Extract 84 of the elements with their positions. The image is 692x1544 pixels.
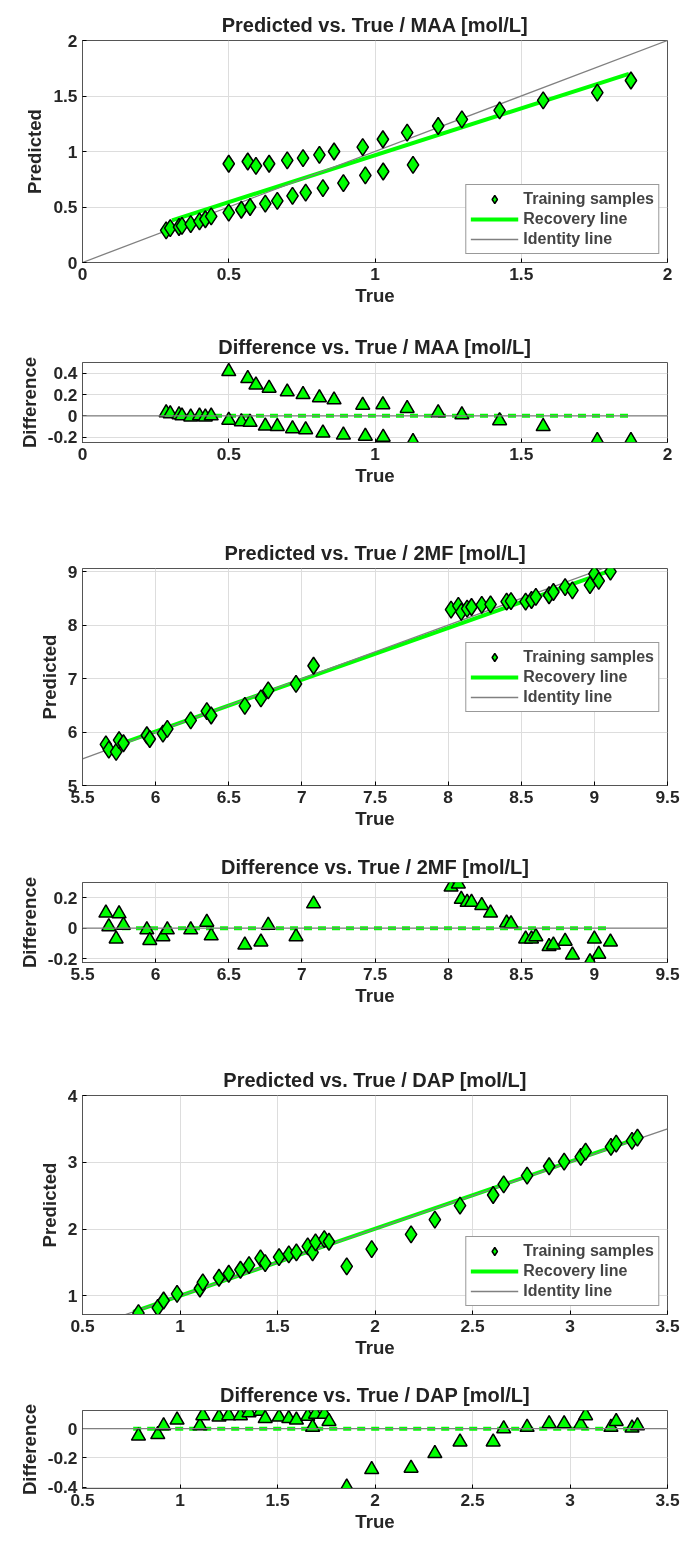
- y-axis-title: Predicted: [24, 108, 46, 195]
- y-tick-label: -0.2: [47, 1447, 78, 1468]
- legend-label: Identity line: [523, 230, 613, 248]
- x-tick-label: 8.5: [509, 786, 534, 807]
- x-tick-label: 6: [150, 963, 161, 984]
- x-tick-label: 9: [589, 786, 600, 807]
- x-tick-label: 3: [565, 1489, 576, 1510]
- y-axis-title: Difference: [18, 356, 40, 449]
- y-tick-label: 4: [67, 1085, 78, 1106]
- chart-title: Predicted vs. True / MAA [mol/L]: [221, 13, 528, 36]
- legend-label: Identity line: [523, 687, 613, 706]
- legend-label: Recovery line: [523, 210, 628, 228]
- x-tick-label: 2: [662, 443, 673, 464]
- y-axis-title: Predicted: [38, 634, 60, 720]
- x-tick-label: 0.5: [216, 263, 242, 284]
- y-axis-title: Difference: [18, 876, 40, 969]
- legend-label: Recovery line: [523, 1262, 628, 1280]
- x-tick-label: 6: [150, 786, 161, 807]
- chart-title: Predicted vs. True / DAP [mol/L]: [223, 1068, 527, 1091]
- x-tick-label: 2.5: [460, 1315, 485, 1336]
- y-tick-label: 8: [67, 615, 78, 636]
- x-axis-title: True: [355, 807, 395, 829]
- x-tick-label: 3.5: [655, 1489, 680, 1510]
- x-tick-label: 3.5: [655, 1315, 680, 1336]
- x-tick-label: 1: [175, 1315, 186, 1336]
- y-tick-label: 0: [67, 1418, 78, 1439]
- x-tick-label: 1: [175, 1489, 186, 1510]
- y-tick-label: 1: [67, 1285, 78, 1306]
- y-tick-label: 1.5: [53, 86, 78, 106]
- x-tick-label: 2: [662, 263, 673, 284]
- x-axis-title: True: [355, 984, 395, 1006]
- y-axis-title: Predicted: [38, 1162, 60, 1248]
- legend-label: Training samples: [523, 190, 654, 208]
- x-axis-title: True: [355, 1510, 395, 1532]
- chart-title: Predicted vs. True / 2MF [mol/L]: [224, 541, 526, 564]
- x-tick-label: 2: [370, 1489, 380, 1510]
- x-tick-label: 2.5: [460, 1489, 485, 1510]
- x-tick-label: 0.5: [216, 443, 242, 464]
- x-tick-label: 8.5: [509, 963, 534, 984]
- x-axis-title: True: [355, 284, 395, 306]
- x-tick-label: 9.5: [655, 786, 680, 807]
- y-tick-label: 7: [67, 668, 78, 689]
- x-tick-label: 9.5: [655, 963, 680, 984]
- x-tick-label: 3: [565, 1315, 576, 1336]
- legend-label: Identity line: [523, 1282, 613, 1300]
- x-axis-title: True: [355, 1336, 395, 1358]
- y-tick-label: 1: [67, 141, 78, 162]
- y-tick-label: 3: [67, 1152, 78, 1173]
- x-tick-label: 6.5: [216, 786, 242, 807]
- x-tick-label: 8: [443, 963, 454, 984]
- x-tick-label: 7.5: [362, 963, 388, 984]
- x-axis-title: True: [355, 464, 395, 486]
- y-tick-label: 9: [67, 561, 78, 582]
- x-tick-label: 1.5: [509, 263, 534, 284]
- y-tick-label: 0.2: [53, 887, 78, 908]
- legend-label: Recovery line: [523, 667, 628, 686]
- y-tick-label: 2: [67, 30, 78, 51]
- x-tick-label: 7: [297, 786, 307, 807]
- x-tick-label: 1.5: [265, 1489, 290, 1510]
- y-tick-label: 2: [67, 1219, 78, 1240]
- y-tick-label: 0.5: [53, 197, 78, 217]
- y-tick-label: 6: [67, 722, 78, 743]
- x-tick-label: 1.5: [509, 443, 534, 464]
- legend-label: Training samples: [523, 1242, 654, 1260]
- y-tick-label: 0: [67, 918, 78, 939]
- legend-label: Training samples: [523, 647, 654, 666]
- chart-title: Difference vs. True / DAP [mol/L]: [219, 1383, 530, 1406]
- chart-title: Difference vs. True / MAA [mol/L]: [218, 335, 531, 358]
- x-tick-label: 6.5: [216, 963, 242, 984]
- y-axis-title: Difference: [18, 1403, 40, 1496]
- x-tick-label: 1: [370, 263, 381, 284]
- y-tick-label: -0.2: [47, 427, 78, 448]
- x-tick-label: 7.5: [362, 786, 388, 807]
- x-tick-label: 2: [370, 1315, 380, 1336]
- y-tick-label: 0.2: [53, 384, 78, 405]
- chart-title: Difference vs. True / 2MF [mol/L]: [221, 855, 529, 878]
- x-tick-label: 7: [297, 963, 307, 984]
- x-tick-label: 1: [370, 443, 381, 464]
- y-tick-label: 0: [67, 405, 78, 426]
- x-tick-label: 1.5: [265, 1315, 290, 1336]
- y-tick-label: -0.2: [47, 948, 78, 969]
- x-tick-label: 9: [589, 963, 600, 984]
- x-tick-label: 8: [443, 786, 454, 807]
- y-tick-label: 0.4: [53, 363, 78, 384]
